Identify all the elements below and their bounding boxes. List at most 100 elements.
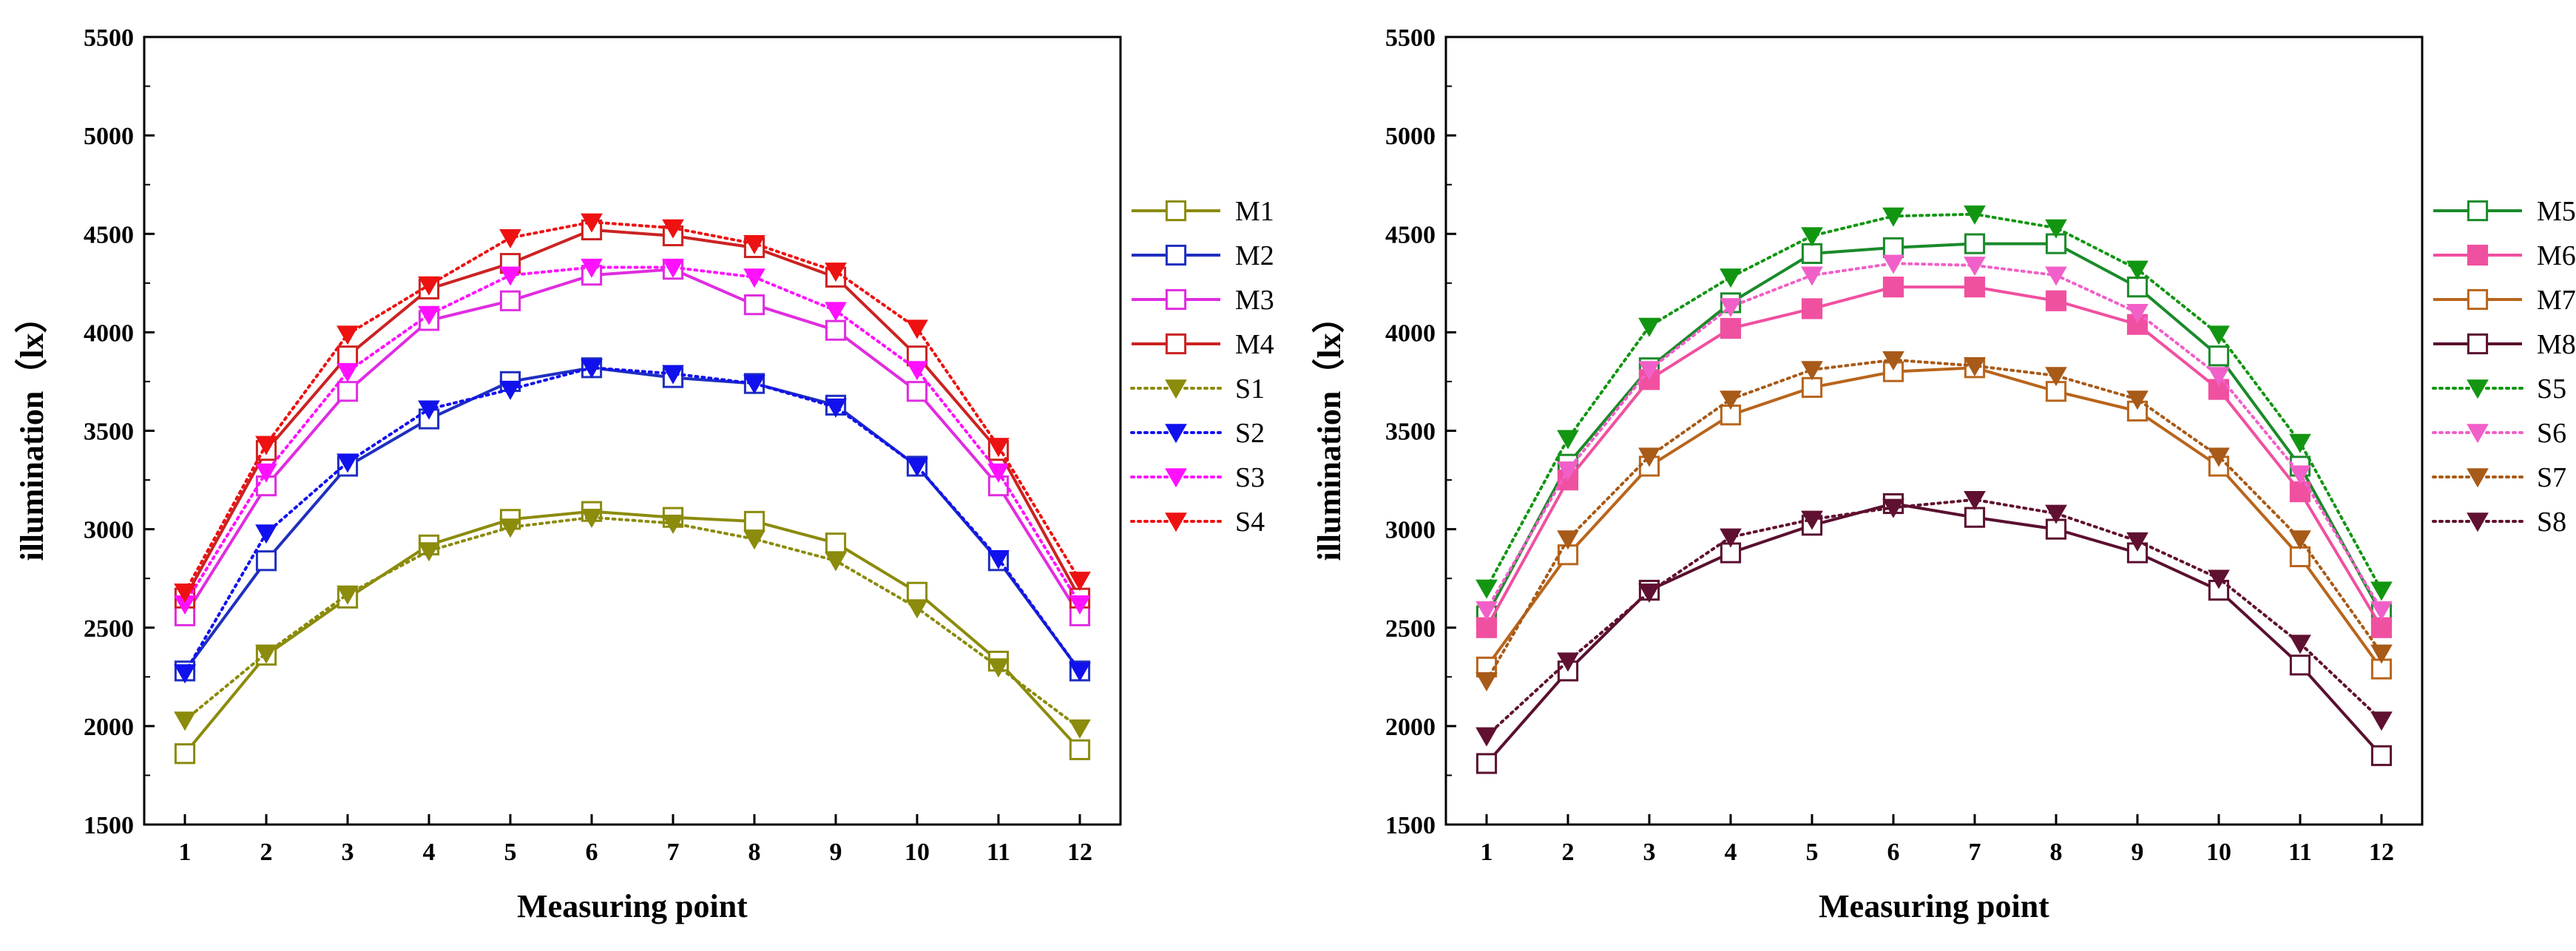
data-point-S4 bbox=[174, 583, 196, 603]
legend-label-M1: M1 bbox=[1235, 196, 1274, 227]
data-point-S6 bbox=[2208, 367, 2230, 387]
x-tick-label: 10 bbox=[2206, 839, 2231, 866]
legend-label-M6: M6 bbox=[2537, 240, 2576, 271]
data-point-S5 bbox=[1801, 227, 1823, 247]
x-tick-label: 4 bbox=[1725, 839, 1737, 866]
data-point-S5 bbox=[2208, 325, 2230, 345]
series-line-S1 bbox=[183, 515, 1081, 730]
x-tick-label: 2 bbox=[1562, 839, 1575, 866]
x-tick-label: 1 bbox=[1481, 839, 1493, 866]
data-point-M5 bbox=[1801, 243, 1823, 264]
data-point-S2 bbox=[174, 664, 196, 684]
data-point-S2 bbox=[255, 524, 277, 544]
data-point-S6 bbox=[2126, 304, 2149, 324]
data-point-M3 bbox=[499, 290, 521, 311]
x-tick-label: 12 bbox=[2369, 839, 2394, 866]
data-point-S2 bbox=[581, 359, 603, 379]
legend-entry-S7: S7 bbox=[2432, 462, 2566, 493]
y-tick-label: 4500 bbox=[1385, 221, 1436, 248]
series-S6 bbox=[1475, 254, 2393, 621]
legend-label-M2: M2 bbox=[1235, 240, 1274, 271]
data-point-M6 bbox=[1720, 317, 1742, 339]
data-point-S3 bbox=[825, 302, 847, 322]
legend-marker-S8 bbox=[2467, 512, 2489, 532]
series-line-S2 bbox=[183, 366, 1081, 674]
legend-entry-M3: M3 bbox=[1132, 285, 1274, 316]
x-tick-label: 8 bbox=[2050, 839, 2063, 866]
data-point-S6 bbox=[2045, 266, 2067, 286]
x-tick-label: 6 bbox=[1887, 839, 1900, 866]
x-tick-label: 7 bbox=[1969, 839, 1981, 866]
data-point-S5 bbox=[1557, 430, 1579, 450]
data-point-M7 bbox=[1801, 376, 1823, 399]
series-M8 bbox=[1475, 493, 2393, 774]
y-tick-label: 3000 bbox=[1385, 517, 1436, 544]
x-tick-label: 11 bbox=[2288, 839, 2312, 866]
data-point-S5 bbox=[1720, 268, 1742, 288]
data-point-S3 bbox=[255, 463, 277, 483]
legend-entry-M7: M7 bbox=[2433, 285, 2576, 316]
legend-label-M4: M4 bbox=[1235, 329, 1274, 360]
y-tick-label: 5500 bbox=[1385, 24, 1436, 52]
legend-label-M3: M3 bbox=[1235, 285, 1274, 316]
data-point-S2 bbox=[1069, 662, 1091, 682]
data-point-S6 bbox=[1557, 461, 1579, 481]
data-point-S3 bbox=[337, 362, 359, 382]
data-point-M6 bbox=[2370, 617, 2393, 638]
series-line-S6 bbox=[1485, 262, 2383, 612]
data-point-M5 bbox=[2208, 345, 2230, 367]
legend-entry-M6: M6 bbox=[2433, 240, 2576, 271]
data-point-S1 bbox=[499, 518, 521, 538]
data-point-S4 bbox=[255, 436, 277, 456]
x-tick-label: 8 bbox=[748, 839, 761, 866]
legend-label-S6: S6 bbox=[2537, 418, 2566, 449]
data-point-M6 bbox=[2045, 290, 2067, 311]
x-tick-label: 1 bbox=[179, 839, 192, 866]
data-point-S8 bbox=[1638, 583, 1660, 603]
data-point-S6 bbox=[1638, 361, 1660, 381]
legend-label-M7: M7 bbox=[2537, 285, 2576, 316]
y-tick-label: 4000 bbox=[84, 319, 134, 347]
legend-label-M8: M8 bbox=[2537, 329, 2576, 360]
data-point-S7 bbox=[1964, 356, 1986, 376]
series-line-M3 bbox=[183, 268, 1081, 617]
series-line-M4 bbox=[183, 228, 1081, 599]
data-point-S4 bbox=[743, 234, 765, 254]
data-point-S3 bbox=[743, 268, 765, 288]
series-M5 bbox=[1475, 233, 2393, 626]
series-S8 bbox=[1475, 490, 2393, 747]
data-point-S5 bbox=[2045, 219, 2067, 239]
x-tick-label: 3 bbox=[1643, 839, 1656, 866]
legend-entry-M8: M8 bbox=[2433, 329, 2576, 360]
x-tick-label: 3 bbox=[342, 839, 354, 866]
x-axis-title: Measuring point bbox=[517, 888, 748, 924]
x-tick-label: 6 bbox=[586, 839, 598, 866]
legend-marker-M4 bbox=[1165, 333, 1187, 355]
legend-entry-S5: S5 bbox=[2432, 373, 2566, 405]
legend-marker-S3 bbox=[1165, 468, 1187, 488]
data-point-S7 bbox=[2370, 644, 2393, 664]
y-tick-label: 3500 bbox=[84, 419, 134, 446]
data-point-S4 bbox=[906, 319, 928, 339]
data-point-M6 bbox=[1801, 298, 1823, 319]
legend-entry-S6: S6 bbox=[2432, 418, 2566, 449]
data-point-S8 bbox=[1882, 498, 1904, 518]
series-line-S5 bbox=[1485, 212, 2383, 592]
data-point-S5 bbox=[1475, 579, 1498, 599]
data-point-S7 bbox=[1720, 390, 1742, 410]
series-line-M7 bbox=[1485, 366, 2383, 670]
data-point-S3 bbox=[581, 258, 603, 278]
data-point-M1 bbox=[1069, 739, 1091, 760]
data-point-S3 bbox=[906, 361, 928, 381]
data-point-S8 bbox=[2208, 569, 2230, 589]
data-point-M6 bbox=[1882, 277, 1904, 298]
data-point-S6 bbox=[1720, 298, 1742, 318]
y-tick-label: 5000 bbox=[1385, 123, 1436, 150]
y-tick-label: 2000 bbox=[1385, 714, 1436, 741]
series-line-S7 bbox=[1485, 358, 2383, 683]
data-point-S4 bbox=[825, 263, 847, 282]
data-point-S2 bbox=[906, 457, 928, 477]
x-axis-title: Measuring point bbox=[1819, 888, 2049, 924]
data-point-S3 bbox=[987, 463, 1010, 483]
legend-marker-S5 bbox=[2467, 379, 2489, 399]
